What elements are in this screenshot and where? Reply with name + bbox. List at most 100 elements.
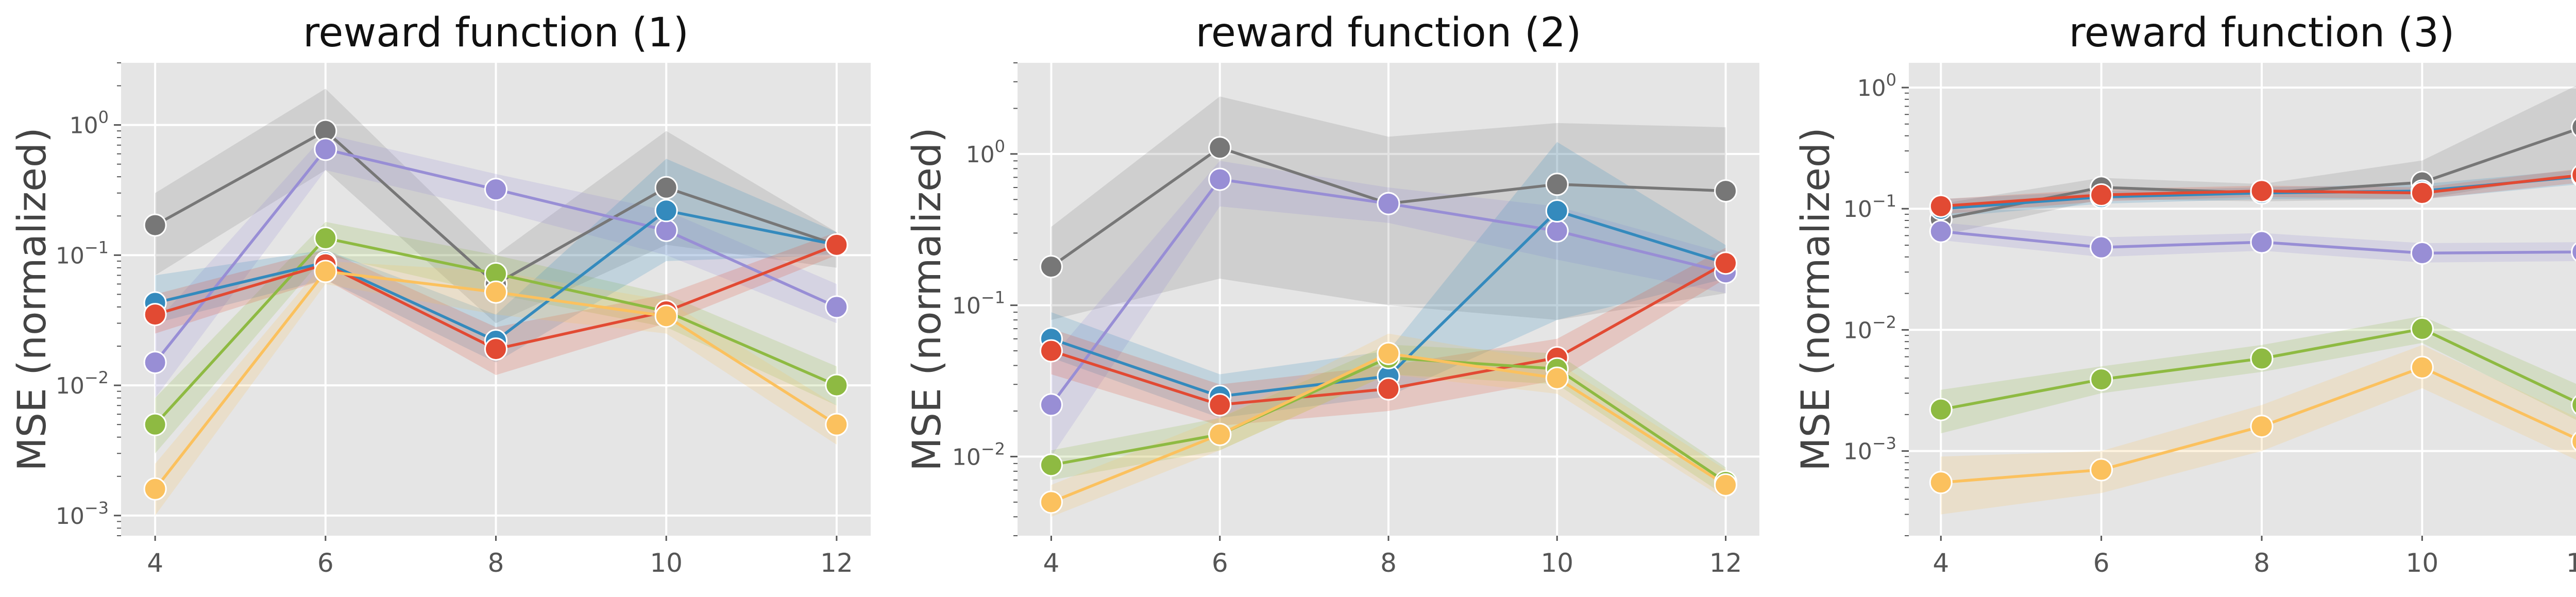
series-6-point — [484, 280, 507, 304]
series-group — [1039, 96, 1738, 517]
x-tick-label: 4 — [147, 548, 163, 578]
x-tick-label: 4 — [1933, 548, 1949, 578]
series-group — [143, 89, 849, 516]
x-tick-label: 8 — [2253, 548, 2270, 578]
series-2-point — [143, 351, 167, 374]
series-3-point — [2410, 181, 2434, 205]
x-tick-label: 12 — [2566, 548, 2576, 578]
series-3-point — [314, 226, 337, 250]
series-2-point — [825, 295, 849, 319]
y-tick-label: 100 — [70, 108, 109, 139]
series-3-point — [2090, 183, 2113, 207]
series-6-point — [1929, 471, 1953, 494]
x-tick-label: 12 — [1709, 548, 1742, 578]
series-2-point — [1208, 167, 1232, 191]
y-tick-label: 10−2 — [952, 439, 1005, 470]
x-tick-label: 10 — [650, 548, 683, 578]
series-5-point — [2571, 395, 2576, 415]
series-6-point — [314, 260, 337, 283]
series-1-point — [1714, 179, 1738, 203]
series-2-point — [1377, 192, 1400, 215]
series-1-point — [2571, 117, 2576, 137]
series-1-point — [1039, 255, 1063, 279]
series-6-point — [2250, 415, 2274, 438]
series-5-point — [143, 303, 167, 327]
panel-title: reward function (3) — [2069, 10, 2455, 56]
series-3-point — [143, 413, 167, 436]
series-5-point — [1929, 398, 1953, 421]
series-6-point — [2090, 458, 2113, 482]
series-group — [1929, 86, 2576, 515]
series-2-point — [484, 178, 507, 201]
x-tick-label: 8 — [488, 548, 504, 578]
series-2-point — [314, 138, 337, 161]
y-tick-label: 10−1 — [1843, 191, 1896, 223]
x-tick-label: 6 — [317, 548, 334, 578]
x-tick-label: 8 — [1380, 548, 1397, 578]
series-5-point — [2410, 317, 2434, 340]
panel-3: 4 6 8 10 12 10−3 10−2 10−1 100 reward function (3… — [1792, 10, 2576, 578]
series-5-point — [825, 233, 849, 257]
series-6-point — [1545, 366, 1569, 390]
series-6-point — [1208, 422, 1232, 446]
series-1-point — [1545, 173, 1569, 196]
series-6-point — [143, 477, 167, 501]
y-tick-label: 100 — [966, 137, 1005, 168]
series-6-point — [654, 304, 678, 328]
x-tick-label: 10 — [1540, 548, 1573, 578]
series-3-point — [2571, 165, 2576, 185]
panel-title: reward function (2) — [1196, 10, 1582, 56]
series-3-point — [825, 373, 849, 397]
y-axis-label: MSE (normalized) — [9, 127, 55, 471]
x-tick-label: 4 — [1043, 548, 1060, 578]
series-6-point — [2571, 432, 2576, 451]
y-axis-label: MSE (normalized) — [904, 127, 950, 471]
series-2-point — [1545, 219, 1569, 243]
series-6-point — [1377, 342, 1400, 365]
x-tick-label: 6 — [1212, 548, 1228, 578]
y-tick-label: 10−2 — [56, 368, 109, 399]
series-4-point — [2090, 235, 2113, 259]
x-tick-label: 12 — [820, 548, 853, 578]
series-5-point — [2090, 368, 2113, 391]
x-tick-label: 10 — [2406, 548, 2439, 578]
series-6-point — [1039, 490, 1063, 514]
series-4-point — [2250, 230, 2274, 254]
series-4-point — [1714, 251, 1738, 275]
series-1-point — [143, 213, 167, 237]
y-tick-label: 100 — [1857, 70, 1896, 101]
series-3-point — [1929, 194, 1953, 218]
series-5-point — [484, 337, 507, 361]
plot-area — [1909, 63, 2576, 536]
series-5-point — [2250, 347, 2274, 370]
series-4-point — [2410, 241, 2434, 265]
y-tick-label: 10−2 — [1843, 312, 1896, 344]
series-3-point — [1545, 199, 1569, 223]
y-tick-label: 10−1 — [56, 237, 109, 269]
series-4-point — [1208, 393, 1232, 417]
series-2-point — [654, 218, 678, 242]
series-1-point — [1208, 136, 1232, 160]
panel-1: 4 6 8 10 12 10−3 10−2 10−1 100 reward function (1… — [9, 10, 871, 578]
series-4-point — [1039, 339, 1063, 363]
series-5-point — [1039, 453, 1063, 477]
series-6-point — [2410, 355, 2434, 379]
series-4-point — [654, 199, 678, 223]
series-3-point — [2250, 179, 2274, 203]
series-4-point — [1377, 377, 1400, 401]
y-tick-label: 10−3 — [1843, 434, 1896, 465]
series-1-point — [654, 176, 678, 199]
y-axis-label: MSE (normalized) — [1792, 127, 1838, 471]
panel-2: 4 6 8 10 12 10−2 10−1 100 reward function (2) MSE… — [904, 10, 1759, 578]
series-6-point — [1714, 473, 1738, 497]
series-5-band — [1941, 316, 2576, 434]
gridlines — [1909, 63, 2576, 536]
series-4-point — [1929, 219, 1953, 243]
series-4-point — [2571, 242, 2576, 262]
series-2-point — [1039, 393, 1063, 417]
panel-title: reward function (1) — [303, 10, 689, 56]
series-6-point — [825, 413, 849, 436]
x-tick-label: 6 — [2093, 548, 2110, 578]
y-tick-label: 10−1 — [952, 288, 1005, 319]
